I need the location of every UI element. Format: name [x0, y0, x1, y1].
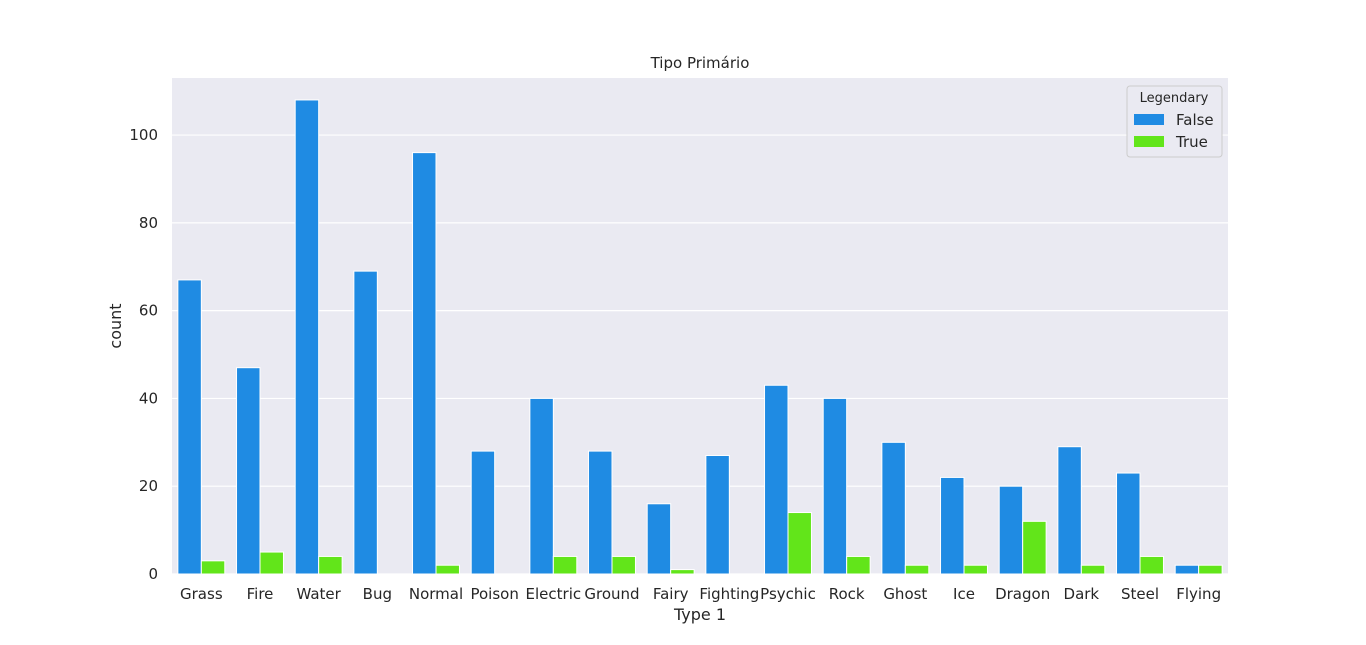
x-tick-label: Steel: [1121, 585, 1159, 603]
x-axis-ticks: Grass Fire Water Bug Normal Poison Electric Gro…: [180, 585, 1221, 603]
bars: [177, 99, 1223, 575]
bar-fighting-false: [705, 454, 730, 575]
bar-dark-true: [1080, 564, 1106, 575]
x-tick-label: Psychic: [760, 585, 816, 603]
bar-bug-false: [353, 270, 378, 575]
y-tick-label: 40: [139, 389, 158, 407]
legend-swatch-false: [1134, 114, 1164, 125]
bar-rock-true: [846, 555, 871, 575]
bar-electric-false: [529, 397, 554, 575]
y-tick-label: 100: [129, 126, 158, 144]
y-tick-label: 20: [139, 477, 158, 495]
x-tick-label: Fire: [247, 585, 274, 603]
bar-normal-false: [412, 152, 437, 575]
bar-ice-false: [940, 476, 965, 575]
x-tick-label: Grass: [180, 585, 223, 603]
bar-ghost-false: [881, 441, 906, 575]
bar-grass-true: [200, 560, 226, 575]
x-tick-label: Fighting: [699, 585, 759, 603]
legend-swatch-true: [1134, 136, 1164, 147]
bar-ice-true: [963, 564, 988, 575]
legend-label: True: [1175, 133, 1208, 151]
bar-steel-true: [1139, 555, 1164, 575]
legend-label: False: [1176, 111, 1214, 129]
x-tick-label: Fairy: [653, 585, 689, 603]
y-tick-label: 80: [139, 214, 158, 232]
bar-fairy-true: [670, 569, 695, 575]
bar-ground-false: [588, 450, 613, 575]
x-tick-label: Bug: [363, 585, 392, 603]
bar-dragon-false: [998, 485, 1024, 575]
x-tick-label: Flying: [1176, 585, 1221, 603]
y-axis-ticks: 0 20 40 60 80 100: [129, 126, 158, 583]
legend-items: False True: [1134, 111, 1214, 151]
y-axis-label: count: [106, 303, 125, 348]
bar-fairy-false: [646, 503, 672, 575]
x-tick-label: Normal: [409, 585, 463, 603]
bar-psychic-false: [764, 384, 789, 575]
bar-water-true: [318, 555, 343, 575]
chart-title: Tipo Primário: [650, 54, 750, 72]
bar-psychic-true: [787, 512, 812, 575]
x-tick-label: Ghost: [883, 585, 927, 603]
x-tick-label: Water: [296, 585, 341, 603]
bar-flying-false: [1174, 564, 1200, 575]
bar-normal-true: [435, 564, 460, 575]
x-tick-label: Electric: [526, 585, 582, 603]
x-tick-label: Ground: [584, 585, 639, 603]
y-tick-label: 0: [148, 565, 158, 583]
bar-dragon-true: [1022, 520, 1047, 575]
gridlines: [172, 134, 1228, 575]
bar-electric-true: [552, 555, 578, 575]
x-tick-label: Rock: [829, 585, 865, 603]
x-tick-label: Poison: [470, 585, 518, 603]
bar-water-false: [294, 99, 320, 575]
bar-ground-true: [611, 555, 636, 575]
bar-fire-true: [259, 551, 284, 575]
bar-ghost-true: [904, 564, 930, 575]
bar-flying-true: [1198, 564, 1223, 575]
bar-dark-false: [1057, 446, 1082, 575]
bar-grass-false: [177, 279, 202, 575]
x-axis-label: Type 1: [673, 605, 726, 624]
x-tick-label: Dragon: [995, 585, 1050, 603]
plot-area: [172, 78, 1228, 574]
bar-steel-false: [1116, 472, 1141, 575]
bar-fire-false: [236, 367, 261, 575]
legend-title: Legendary: [1140, 91, 1209, 106]
x-tick-label: Dark: [1064, 585, 1100, 603]
bar-poison-false: [470, 450, 496, 575]
y-tick-label: 60: [139, 302, 158, 320]
x-tick-label: Ice: [953, 585, 975, 603]
bar-rock-false: [822, 397, 848, 575]
legend: Legendary False True: [1126, 85, 1223, 158]
